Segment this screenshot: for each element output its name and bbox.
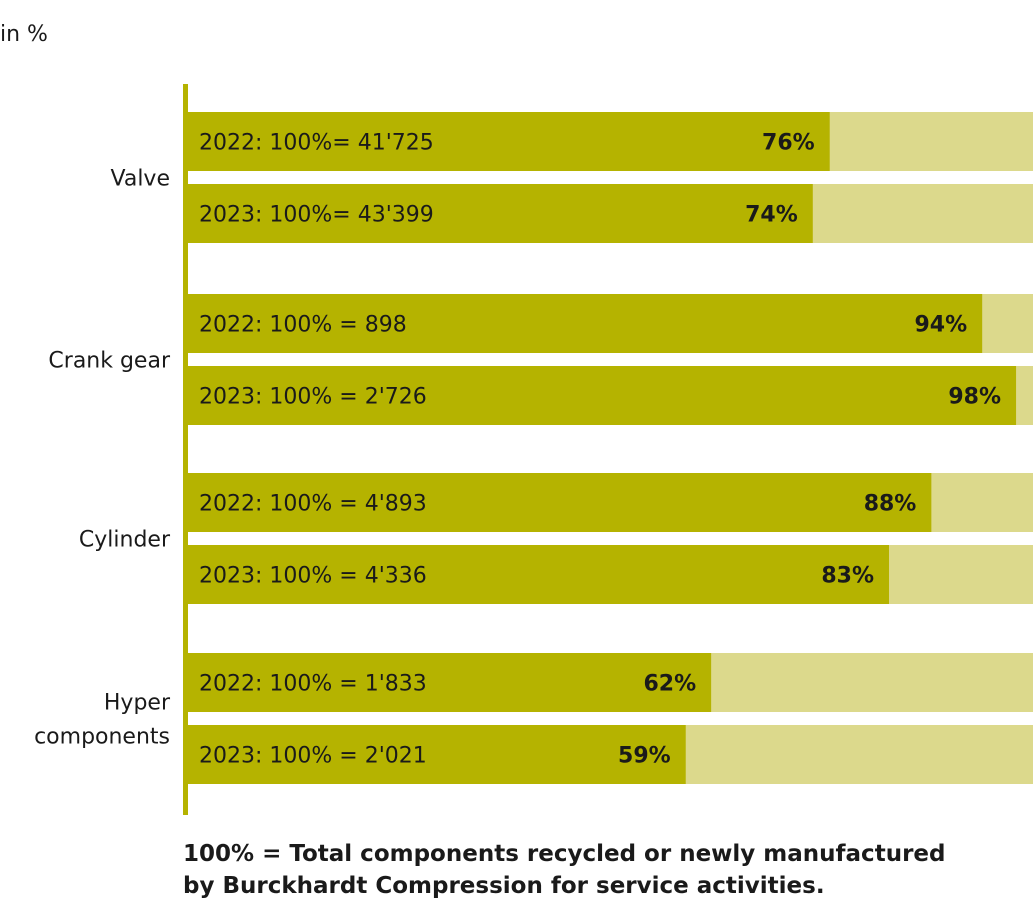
category-label: Crank gear xyxy=(48,349,171,374)
footnote-line-2: by Burckhardt Compression for service ac… xyxy=(183,873,825,899)
y-axis-line xyxy=(183,84,188,815)
bar-value xyxy=(186,545,890,604)
category-label: Cylinder xyxy=(79,528,171,553)
bar-label: 2022: 100%= 41'725 xyxy=(199,131,434,156)
data-label: 94% xyxy=(915,313,968,338)
bar-label: 2023: 100% = 4'336 xyxy=(199,564,427,589)
category-label: Hyper xyxy=(104,691,171,716)
data-label: 76% xyxy=(762,131,815,156)
bar-label: 2022: 100% = 898 xyxy=(199,313,407,338)
bar-value xyxy=(186,725,686,784)
footnote-line-1: 100% = Total components recycled or newl… xyxy=(183,841,946,867)
bar-label: 2023: 100% = 2'726 xyxy=(199,385,427,410)
unit-label: in % xyxy=(0,22,48,47)
data-label: 59% xyxy=(618,744,671,769)
bar-value xyxy=(186,473,932,532)
footnote: 100% = Total components recycled or newl… xyxy=(183,838,1003,902)
category-label: Valve xyxy=(111,167,171,192)
data-label: 62% xyxy=(643,672,696,697)
recycled-components-bar-chart: 2022: 100%= 41'725 76% 2023: 100%= 43'399 7… xyxy=(34,84,1033,815)
bar-label: 2023: 100%= 43'399 xyxy=(199,203,434,228)
bar-value xyxy=(186,653,712,712)
bar-label: 2022: 100% = 1'833 xyxy=(199,672,427,697)
category-label: components xyxy=(34,725,170,750)
data-label: 83% xyxy=(821,564,874,589)
data-label: 88% xyxy=(864,492,917,517)
data-label: 98% xyxy=(948,385,1001,410)
data-label: 74% xyxy=(745,203,798,228)
bar-value xyxy=(186,112,830,171)
bar-value xyxy=(186,184,813,243)
bar-label: 2023: 100% = 2'021 xyxy=(199,744,427,769)
bar-label: 2022: 100% = 4'893 xyxy=(199,492,427,517)
bar-value xyxy=(186,294,983,353)
bar-value xyxy=(186,366,1017,425)
